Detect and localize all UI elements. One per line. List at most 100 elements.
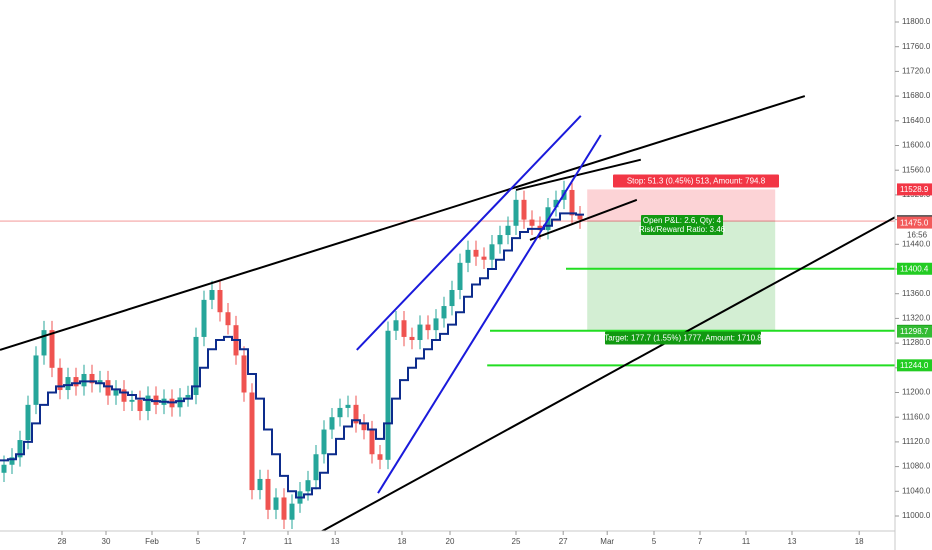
pnl-label: Open P&L: 2.6, Qty: 4 [643,216,722,225]
x-tick-label: 30 [102,537,111,546]
target-zone [587,221,776,331]
trend-line [377,134,602,494]
x-tick-label: Mar [600,537,614,546]
plot-area [0,95,895,531]
candle-body [33,355,39,405]
candle-body [417,324,423,341]
y-tick-label: 11280.0 [902,338,931,347]
x-tick-label: 5 [652,537,657,546]
candle-body [369,430,375,455]
x-tick-label: 7 [242,537,247,546]
y-tick-label: 11800.0 [902,17,931,26]
candle-body [353,404,359,424]
countdown: 16:56 [907,230,928,239]
y-tick-label: 11320.0 [902,314,931,323]
candle-body [465,249,471,263]
candle-body [273,497,279,510]
candle-body [185,394,191,398]
candle-body [9,457,15,465]
candle-body [329,417,335,430]
trend-line [320,216,895,531]
candle-body [177,397,183,408]
candle-body [257,478,263,491]
candle-body [489,244,495,260]
candle-body [137,399,143,412]
candle-body [41,330,47,356]
candle-body [25,404,31,441]
pnl-label-bg [641,215,723,235]
candle-body [513,199,519,226]
x-tick-label: 25 [512,537,521,546]
y-tick-label: 11720.0 [902,67,931,76]
candle-body [289,503,295,520]
y-tick-label: 11360.0 [902,289,931,298]
candle-body [129,399,135,402]
x-tick-label: 20 [446,537,455,546]
price-label: 11400.4 [900,264,929,273]
y-tick-label: 11000.0 [902,511,931,520]
candle-body [265,478,271,510]
candle-body [441,306,447,319]
candle-body [337,407,343,418]
candle-body [97,380,103,384]
candle-body [57,367,63,391]
candle-body [393,320,399,331]
candle-body [481,256,487,260]
candle-body [449,289,455,307]
axes: 11000.0 11040.0 11080.0 11120.0 11160.0 11200… [58,17,932,546]
x-tick-label: 11 [284,537,293,546]
candle-body [425,324,431,331]
x-tick-label: 27 [559,537,568,546]
price-label: 11244.0 [900,361,929,370]
candle-body [473,249,479,257]
x-tick-label: 28 [58,537,67,546]
candle-body [17,440,23,458]
candle-body [225,312,231,326]
candle-body [433,318,439,331]
y-tick-label: 11040.0 [902,486,931,495]
price-label-bg [897,325,932,338]
y-tick-label: 11160.0 [902,412,930,421]
candle-body [249,392,255,491]
candle-body [73,377,79,387]
x-tick-label: 5 [196,537,201,546]
price-label-bg [897,216,932,229]
y-tick-label: 11200.0 [902,388,931,397]
candle-body [457,262,463,290]
y-tick-label: 11440.0 [902,239,931,248]
x-tick-label: 11 [742,537,751,546]
stop-label: Stop: 51.3 (0.45%) 513, Amount: 794.8 [627,177,766,186]
y-tick-label: 11120.0 [902,437,930,446]
x-tick-label: Feb [145,537,159,546]
price-label-bg [897,183,932,196]
candle-body [497,235,503,245]
candle-body [209,289,215,300]
candle-body [401,320,407,337]
candle-body [81,373,87,387]
candle-body [113,389,119,396]
y-tick-label: 11600.0 [902,141,931,150]
stop-label-bg [613,174,779,188]
price-label-bg [897,359,932,372]
candle-body [281,497,287,520]
candle-body [201,299,207,337]
candle-body [409,336,415,341]
target-label: Target: 177.7 (1.55%) 1777, Amount: 1710… [604,334,762,343]
candle-body [65,377,71,391]
candle-body [105,380,111,396]
price-label: 11528.9 [900,185,929,194]
moving-average [0,212,584,499]
y-tick-label: 11760.0 [902,42,931,51]
y-tick-label: 11560.0 [902,165,931,174]
target-label-bg [605,331,761,345]
candle-body [89,373,95,384]
countdown-bg [897,228,932,241]
candle-body [569,189,575,216]
candle-body [505,225,511,236]
candle-body [313,454,319,481]
candle-body [529,219,535,226]
trend-line [356,115,582,351]
y-tick-label: 11080.0 [902,462,931,471]
